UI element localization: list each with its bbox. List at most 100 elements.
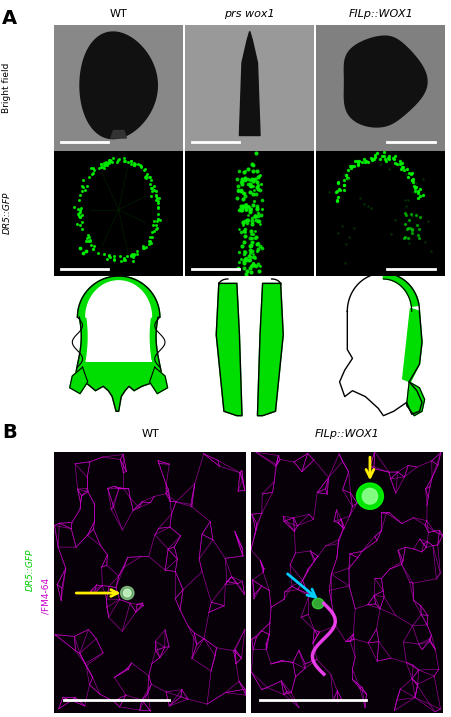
Point	[407, 175, 414, 186]
Point	[403, 222, 410, 233]
Point	[251, 225, 258, 237]
Text: WT: WT	[110, 9, 127, 19]
Point	[343, 172, 350, 184]
Point	[100, 159, 107, 171]
Point	[74, 203, 82, 214]
Point	[391, 214, 398, 225]
Point	[130, 248, 138, 260]
Point	[258, 242, 265, 254]
Point	[352, 156, 359, 167]
Point	[253, 165, 260, 176]
Point	[154, 202, 161, 214]
Point	[249, 165, 256, 176]
Point	[235, 204, 242, 215]
Point	[336, 185, 343, 196]
Point	[368, 153, 375, 164]
Point	[344, 174, 351, 185]
Point	[249, 212, 256, 224]
Point	[89, 167, 97, 179]
Point	[253, 202, 260, 214]
Point	[414, 232, 422, 244]
Point	[120, 255, 127, 266]
Polygon shape	[344, 36, 426, 127]
Point	[340, 168, 347, 180]
Point	[245, 254, 253, 265]
Point	[252, 232, 259, 243]
Point	[371, 149, 378, 161]
Point	[345, 161, 353, 172]
Polygon shape	[110, 130, 126, 138]
Point	[85, 229, 92, 241]
Point	[239, 200, 246, 212]
Point	[250, 232, 258, 244]
Point	[237, 253, 244, 265]
Point	[120, 156, 127, 167]
Point	[397, 161, 405, 173]
Point	[367, 203, 374, 214]
Point	[411, 209, 419, 221]
Point	[77, 206, 84, 218]
Point	[105, 250, 112, 262]
Point	[129, 255, 137, 266]
Polygon shape	[149, 367, 167, 394]
Point	[244, 174, 251, 185]
Point	[148, 227, 155, 238]
Point	[76, 219, 83, 230]
Point	[377, 151, 385, 162]
Point	[242, 268, 249, 280]
Point	[78, 181, 86, 192]
Point	[147, 182, 154, 194]
Point	[152, 190, 159, 201]
Point	[106, 154, 114, 166]
Point	[410, 182, 418, 194]
Point	[416, 184, 423, 195]
Point	[241, 230, 249, 242]
Point	[238, 201, 245, 213]
Point	[147, 174, 154, 186]
Point	[249, 260, 256, 271]
Point	[100, 157, 107, 168]
Point	[414, 192, 421, 204]
Point	[243, 215, 250, 227]
Point	[255, 219, 262, 230]
Ellipse shape	[361, 488, 377, 504]
Point	[152, 185, 159, 196]
Point	[256, 260, 263, 272]
Point	[255, 184, 262, 196]
Point	[153, 215, 161, 227]
Point	[127, 250, 134, 261]
Point	[127, 155, 134, 166]
Point	[411, 181, 419, 193]
Point	[407, 224, 414, 235]
Ellipse shape	[123, 589, 131, 597]
Point	[252, 189, 259, 200]
Point	[403, 194, 410, 206]
Point	[235, 204, 243, 215]
Point	[408, 227, 415, 238]
Point	[255, 215, 262, 227]
Point	[246, 262, 253, 273]
Point	[364, 156, 371, 168]
Point	[123, 250, 130, 262]
Point	[140, 242, 147, 254]
Point	[385, 151, 392, 162]
Point	[247, 228, 254, 239]
Point	[128, 249, 135, 260]
Point	[78, 223, 86, 234]
Point	[258, 204, 265, 215]
Point	[347, 162, 354, 174]
Point	[333, 194, 340, 206]
Point	[155, 192, 162, 204]
Point	[240, 256, 247, 267]
Point	[153, 223, 161, 234]
Point	[75, 207, 82, 219]
Text: B: B	[2, 423, 17, 442]
Point	[254, 184, 261, 195]
Point	[254, 210, 261, 222]
Point	[381, 153, 388, 165]
Point	[116, 250, 123, 262]
Point	[79, 181, 86, 192]
Point	[82, 235, 89, 247]
Point	[235, 166, 242, 177]
Point	[239, 262, 247, 274]
